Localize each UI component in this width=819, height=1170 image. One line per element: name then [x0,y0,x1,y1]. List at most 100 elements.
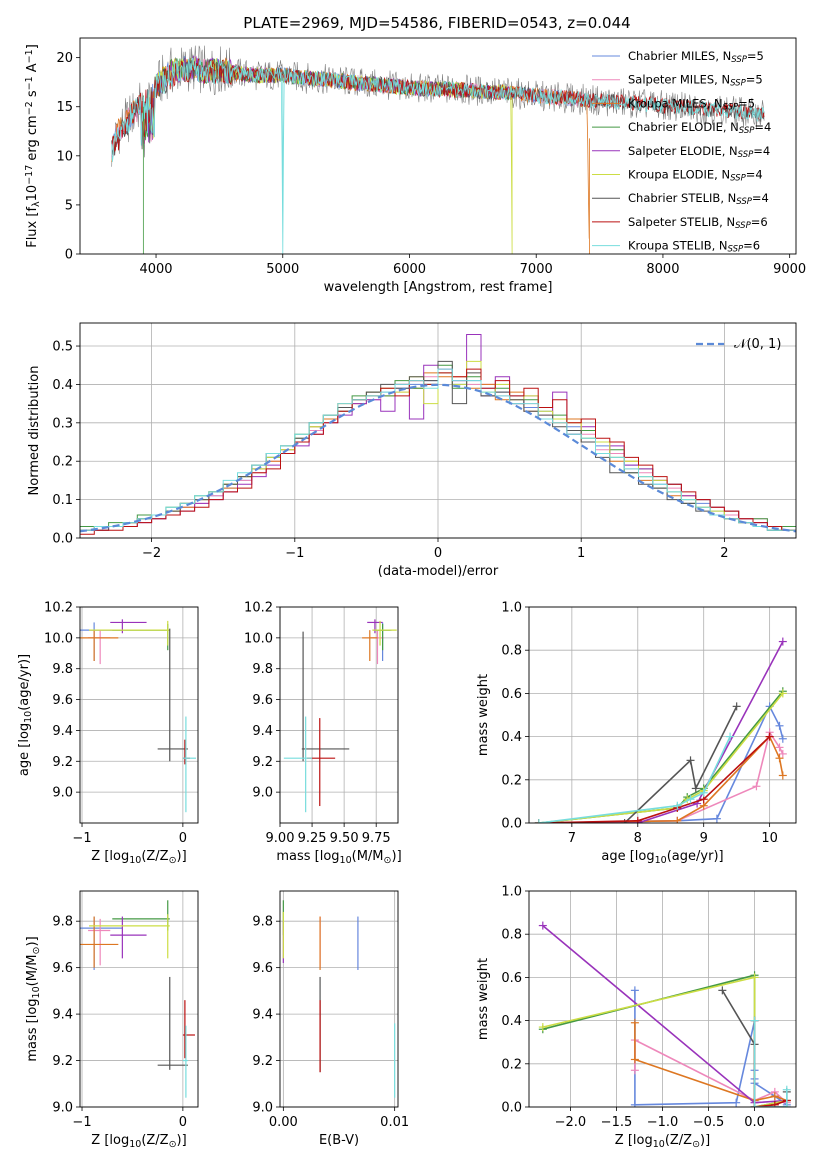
series-line-chabrier-stelib [624,706,738,823]
x-axis-label: age [log10(age/yr)] [601,849,723,866]
age-vs-mass-panel: 9.00 9.25 9.50 9.75 9.0 9.2 9.4 9.6 9.8 10.0 10.2 m… [244,601,402,866]
y-tick-label: 0.4 [501,1014,522,1029]
marker-kroupa-stelib [750,1103,759,1107]
y-tick-label: 9.2 [52,1054,73,1069]
marker-salpeter-elodie [538,921,547,930]
marker-chabrier-miles [630,986,639,995]
errorbar-point-chabrier-elodie [112,623,170,651]
mass-vs-ebv-panel: 0.00 0.01 9.0 9.2 9.4 9.6 9.8 E(B-V) [252,890,409,1148]
y-tick-label: 5 [65,198,73,213]
x-tick-label: −1 [72,1115,91,1130]
errorbar-point-kroupa-miles [362,630,378,661]
legend-label-salpeter-elodie: Salpeter ELODIE, NSSP=4 [628,144,770,160]
y-axis-label: mass [log10(M/M⊙)] [25,936,42,1061]
y-tick-label: 9.8 [252,662,273,677]
x-tick-label: −1.5 [601,1115,633,1130]
y-tick-label: 9.4 [52,1008,73,1023]
series-line-salpeter-stelib [111,58,765,153]
errorbar-point-chabrier-miles [80,916,123,970]
y-tick-label: 9.4 [252,1008,273,1023]
y-tick-label: 10.2 [244,601,273,616]
x-tick-label: 9.50 [330,831,359,846]
x-tick-label: −1 [72,831,91,846]
y-tick-label: 9.6 [252,961,273,976]
y-axis-label: mass weight [476,674,491,756]
errorbar-point-chabrier-elodie [376,623,391,651]
errorbar-point-salpeter-miles [88,630,111,665]
y-tick-label: 1.0 [501,885,522,900]
axes-frame [79,322,797,539]
x-tick-label: 0 [179,1115,187,1130]
mass-weight-vs-Z-panel: −2.0 −1.5 −1.0 −0.5 0.0 0.0 0.2 0.4 0.6 0.8 1.0 Z [… [476,885,797,1150]
marker-kroupa-miles [778,771,787,780]
y-tick-label: 0.5 [52,340,73,355]
legend-label-kroupa-elodie: Kroupa ELODIE, NSSP=4 [628,168,763,184]
spectrum-plot-area [111,45,765,254]
x-tick-label: −2 [142,546,161,561]
y-tick-label: 9.0 [52,1101,73,1116]
x-tick-label: 8 [634,831,642,846]
y-tick-label: 10.2 [44,601,73,616]
y-tick-label: 0.6 [501,971,522,986]
y-tick-label: 9.2 [252,1054,273,1069]
spectrum-panel: 4000 5000 6000 7000 8000 9000 0 5 10 15 20 waveleng… [24,37,806,295]
errorbar-point-chabrier-stelib [301,631,350,762]
marker-kroupa-elodie [538,1023,547,1032]
marker-kroupa-stelib [699,788,708,797]
marker-salpeter-miles [775,743,784,752]
y-tick-label: 9.8 [52,915,73,930]
errorbar-point-kroupa-miles [80,630,119,661]
y-tick-label: 0.8 [501,644,522,659]
marker-kroupa-stelib [782,1103,791,1107]
mass-weight-vs-age-plot-area [534,637,787,823]
marker-kroupa-miles [775,754,784,763]
legend-label-chabrier-stelib: Chabrier STELIB, NSSP=4 [628,191,769,207]
x-axis-label: mass [log10(M/M⊙)] [276,849,401,866]
y-tick-label: 0 [65,248,73,263]
age-vs-Z-plot-area [80,619,196,813]
x-tick-label: 7000 [520,262,553,277]
marker-salpeter-miles [630,1066,639,1075]
y-tick-label: 0.2 [501,773,522,788]
y-tick-label: 9.6 [252,693,273,708]
x-tick-label: 9.25 [298,831,327,846]
marker-chabrier-miles [712,814,721,823]
series-line-chabrier-miles [634,990,788,1106]
errorbar-point-salpeter-miles [88,918,111,966]
marker-chabrier-miles [732,1098,741,1107]
x-axis-label: Z [log10(Z/Z⊙)] [615,1133,710,1150]
y-tick-label: 0.8 [501,928,522,943]
errorbar-point-kroupa-miles [80,916,119,968]
errorbar-point-kroupa-stelib [182,716,196,813]
y-tick-label: 9.0 [52,786,73,801]
y-tick-label: 0.4 [52,378,73,393]
series-line-chabrier-miles [538,704,784,823]
marker-salpeter-miles [778,749,787,758]
errorbar-point-salpeter-stelib [306,718,336,807]
y-tick-label: 9.2 [52,755,73,770]
histogram-chabrier-stelib [80,360,796,538]
y-tick-label: 9.0 [252,1101,273,1116]
x-tick-label: 10 [761,831,778,846]
y-tick-label: 10.0 [44,631,73,646]
errorbar-point-kroupa-elodie [89,914,170,959]
x-tick-label: 5000 [266,262,299,277]
marker-chabrier-stelib [686,756,695,765]
marker-kroupa-stelib [673,801,682,810]
errorbar-point-chabrier-stelib [157,628,188,762]
x-tick-label: 9 [700,831,708,846]
x-tick-label: 0 [434,546,442,561]
y-tick-label: 1.0 [501,601,522,616]
marker-salpeter-stelib [633,816,642,823]
x-tick-label: −1 [285,546,304,561]
errorbar-point-salpeter-miles [371,630,384,665]
marker-kroupa-stelib [782,1085,791,1094]
y-tick-label: 0.1 [52,493,73,508]
x-tick-label: −2.0 [555,1115,587,1130]
x-tick-label: 8000 [646,262,679,277]
errorbar-point-kroupa-stelib [283,716,313,813]
normal-curve [80,383,796,533]
series-line-kroupa-stelib [111,58,765,254]
y-tick-label: 9.4 [52,724,73,739]
